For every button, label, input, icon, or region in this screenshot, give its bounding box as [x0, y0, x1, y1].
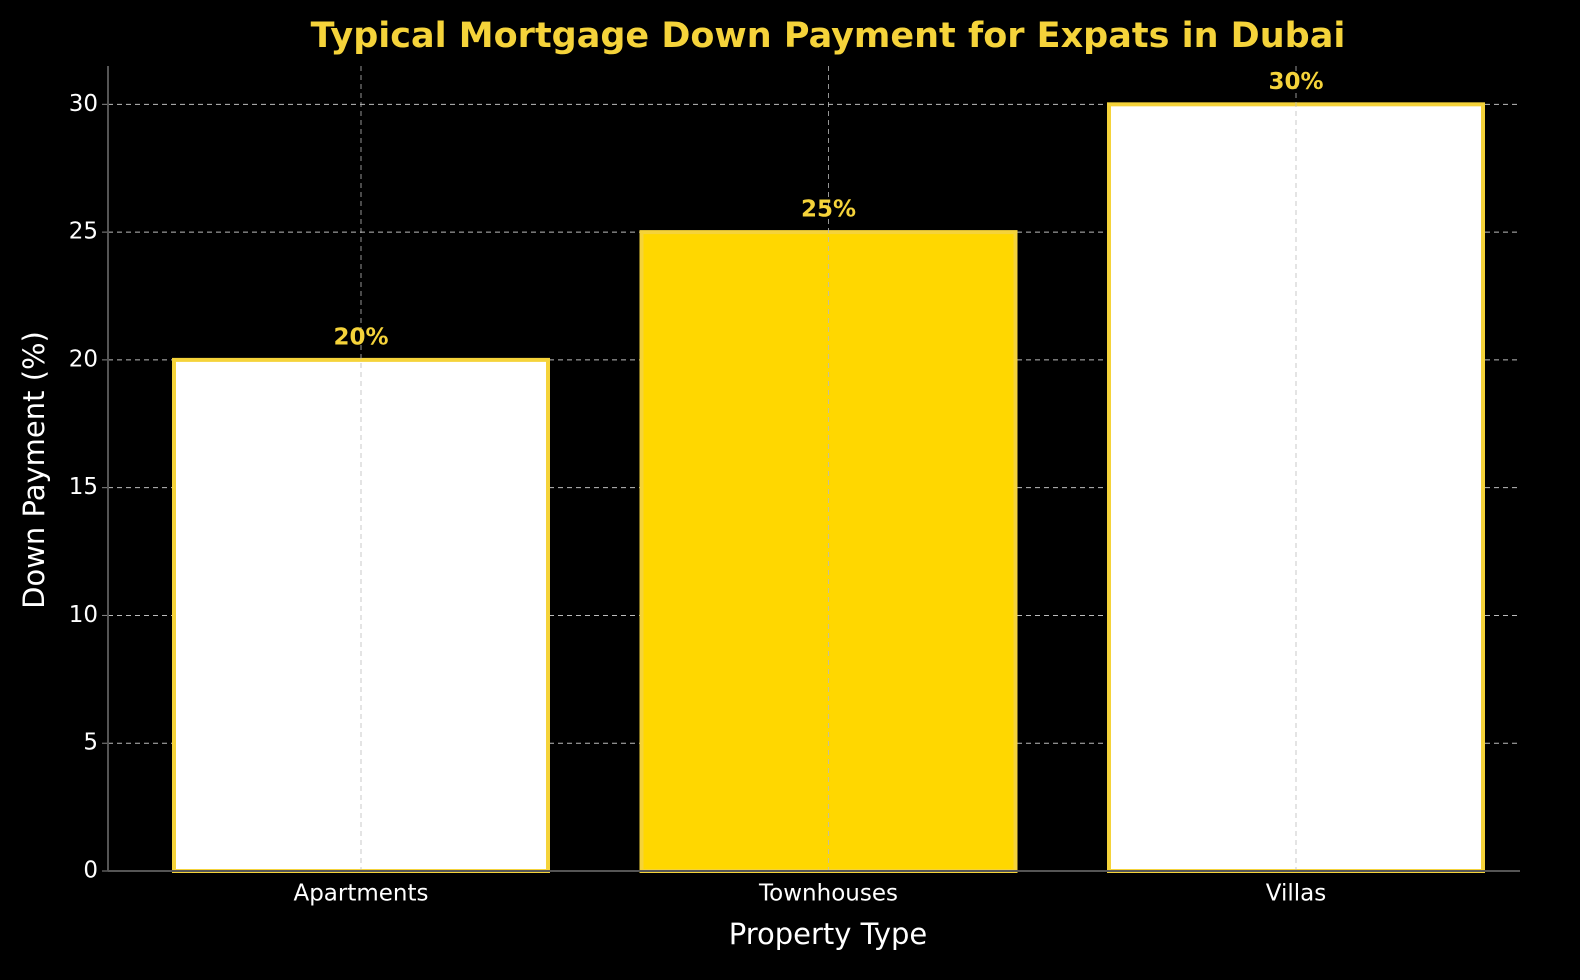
y-tick-label: 25 [69, 219, 98, 245]
y-tick-label: 5 [83, 730, 98, 756]
y-tick-label: 0 [83, 858, 98, 884]
x-tick-label: Townhouses [758, 881, 898, 907]
value-label: 20% [333, 324, 388, 350]
y-axis-label: Down Payment (%) [17, 331, 51, 609]
x-tick-label: Villas [1266, 881, 1326, 907]
x-tick-label: Apartments [293, 881, 428, 907]
value-label: 30% [1268, 69, 1323, 95]
y-tick-label: 30 [69, 91, 98, 117]
value-label: 25% [801, 197, 856, 223]
y-tick-label: 10 [69, 602, 98, 628]
y-tick-label: 20 [69, 346, 98, 372]
x-axis-label: Property Type [729, 917, 928, 951]
chart-title: Typical Mortgage Down Payment for Expats… [311, 16, 1346, 56]
y-tick-label: 15 [69, 474, 98, 500]
